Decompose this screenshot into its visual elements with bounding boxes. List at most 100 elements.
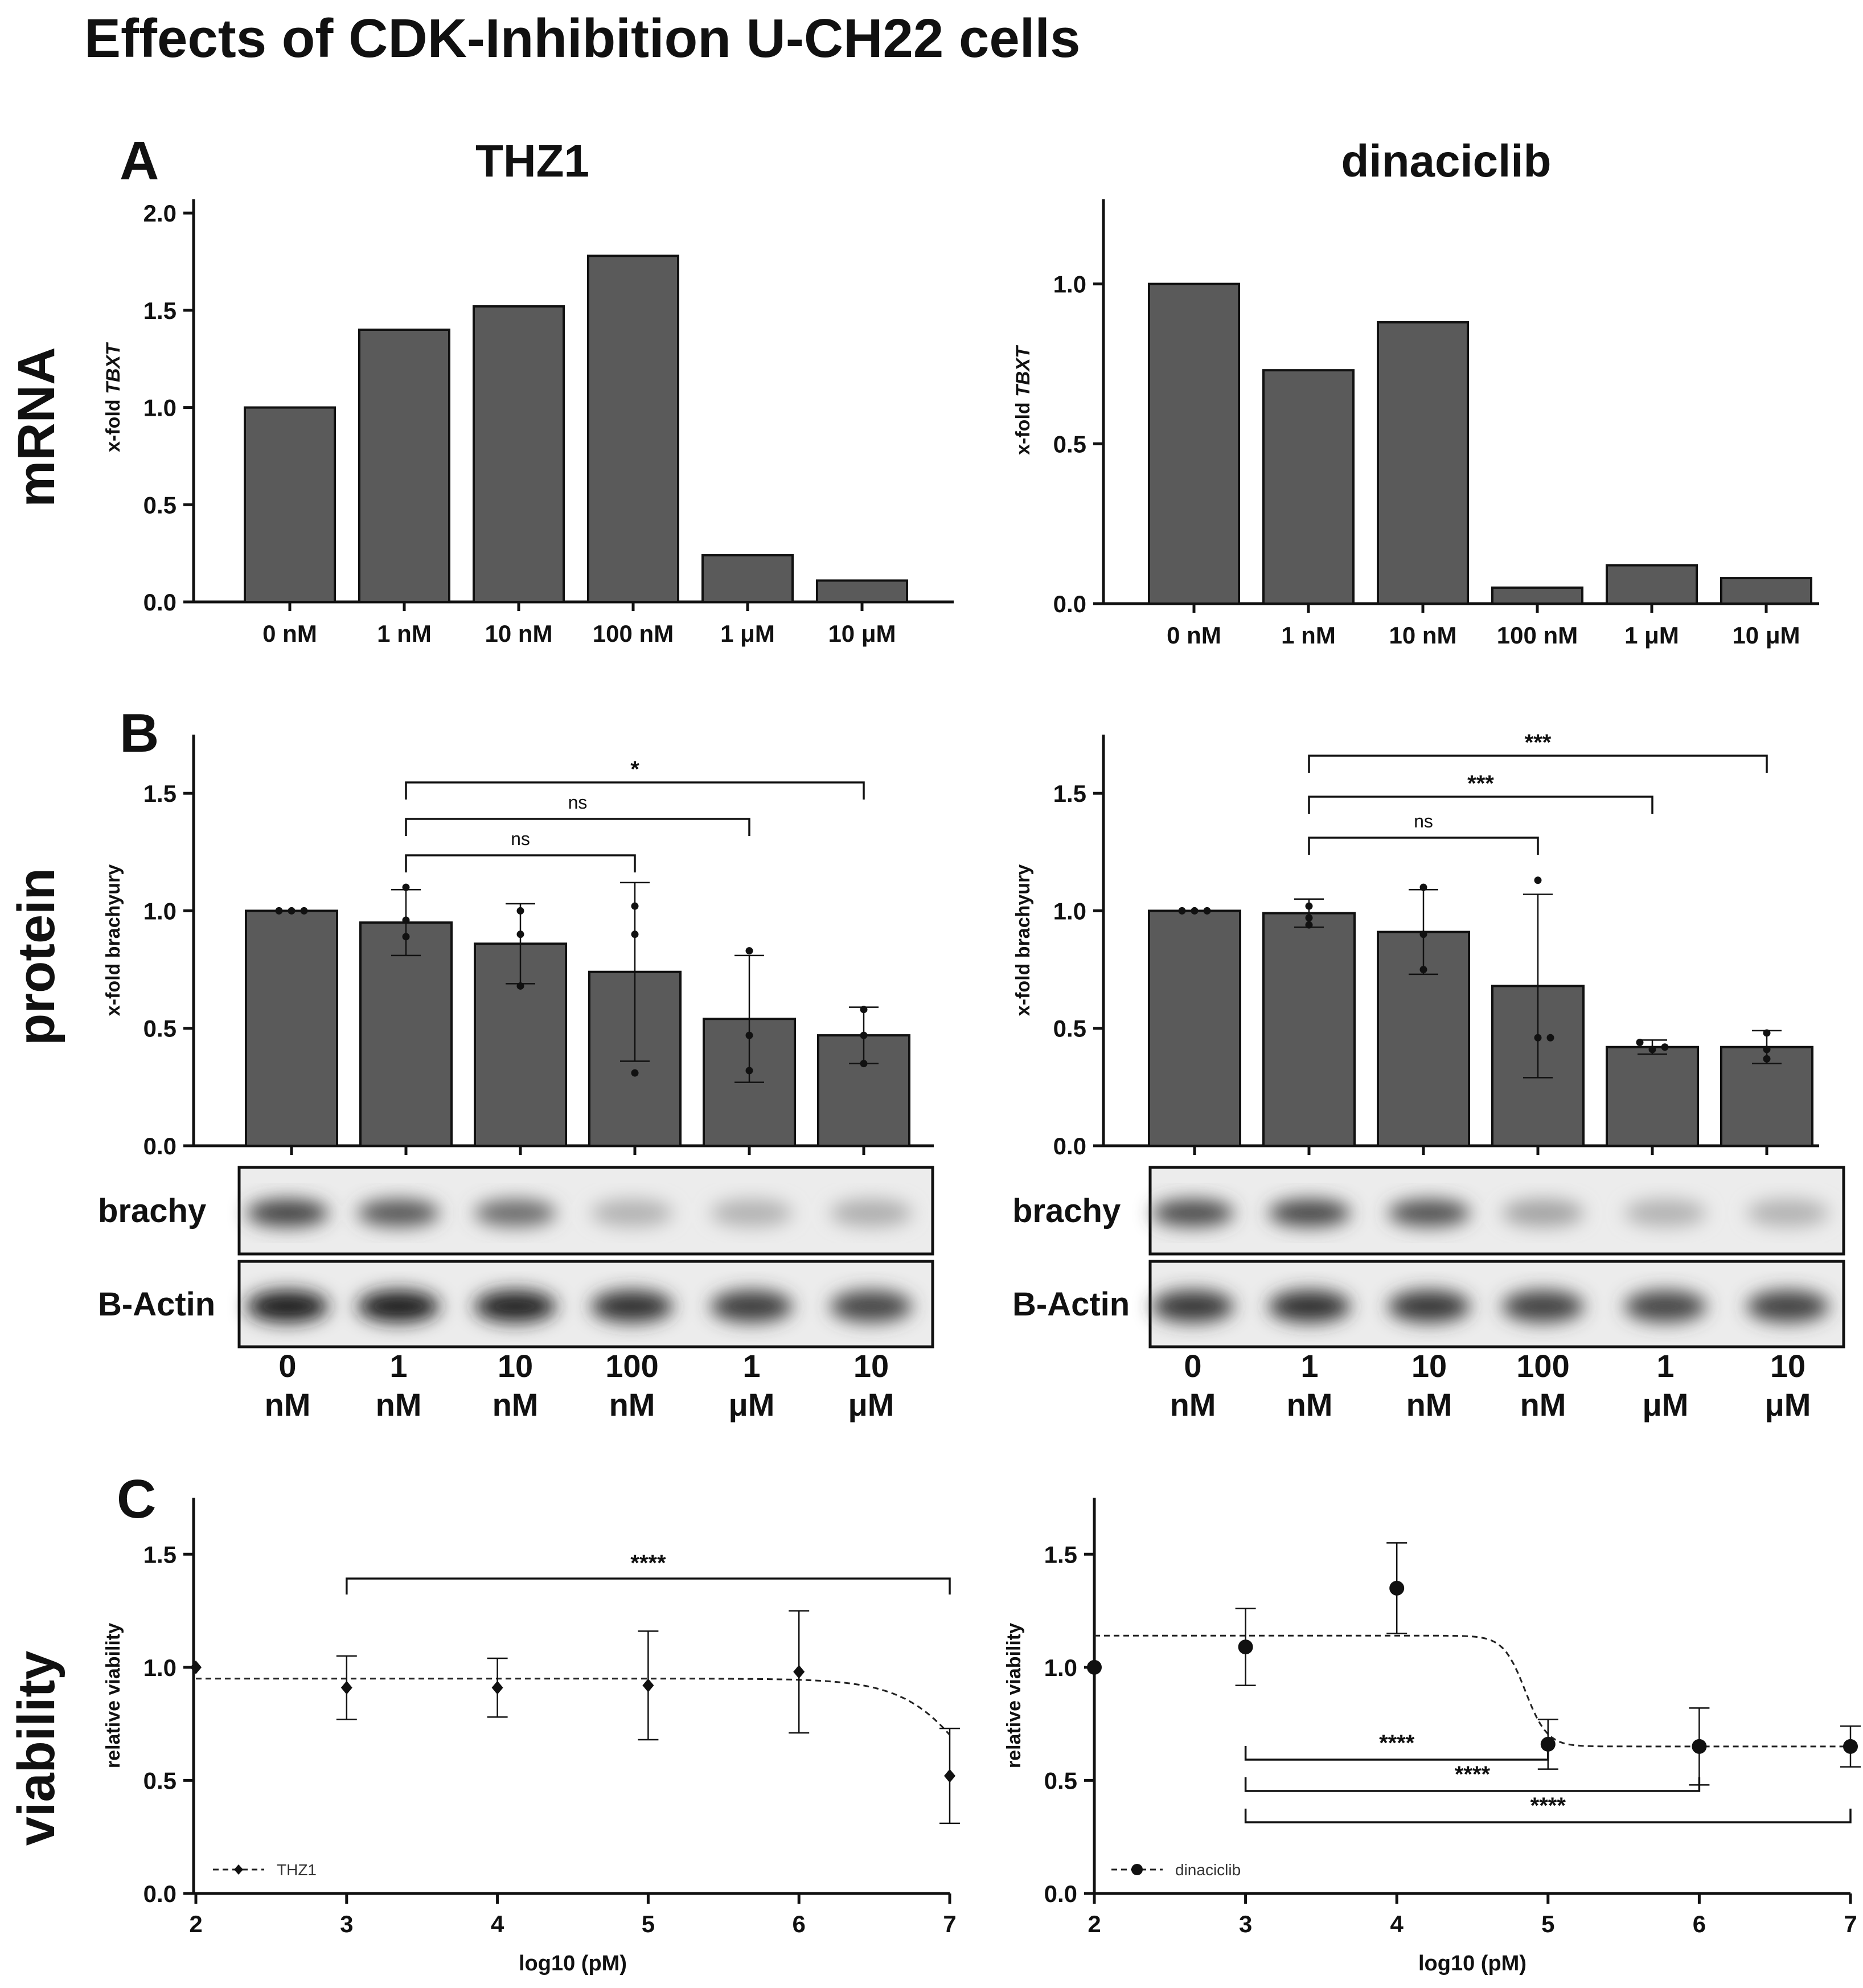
data-point	[1546, 1034, 1554, 1042]
column-title-thz1: THZ1	[475, 136, 589, 186]
blot-condition-dose: 100	[1516, 1348, 1569, 1384]
bar	[701, 554, 794, 603]
data-point	[631, 902, 639, 910]
x-tick-label: 1 nM	[377, 620, 432, 647]
bar	[1148, 909, 1241, 1147]
significance-bracket	[1308, 796, 1653, 814]
data-point	[1763, 1055, 1771, 1063]
y-tick-label: 0.5	[1044, 1767, 1077, 1794]
blot-row-label: B-Actin	[98, 1286, 215, 1323]
data-point	[745, 1031, 753, 1039]
blot-band	[1388, 1199, 1470, 1227]
x-tick-label: 10 μM	[828, 620, 896, 647]
blot-bands	[247, 1199, 912, 1227]
significance-bracket	[1308, 755, 1768, 773]
data-point	[860, 1060, 868, 1068]
blot-band	[1624, 1199, 1706, 1227]
significance-bracket	[405, 781, 865, 800]
data-point	[190, 1660, 202, 1674]
data-point	[1305, 921, 1313, 929]
y-tick-label: 0.5	[1053, 1015, 1086, 1042]
data-point	[860, 1031, 868, 1039]
blot-condition-unit: nM	[1170, 1387, 1216, 1423]
y-tick-label: 1.0	[1053, 897, 1086, 924]
blot-frame	[1148, 1260, 1845, 1348]
significance-label: ****	[1455, 1762, 1491, 1787]
blot-band	[1388, 1290, 1470, 1322]
x-tick-label: 1 nM	[1281, 622, 1336, 649]
x-axis-label: log10 (pM)	[519, 1952, 627, 1975]
blot-band	[1747, 1199, 1829, 1227]
x-tick-label: 10 nM	[485, 620, 552, 647]
data-point	[275, 907, 283, 915]
blot-frame	[237, 1260, 934, 1348]
data-point	[793, 1665, 805, 1679]
data-point	[402, 933, 410, 941]
y-axis-label: x-fold TBXT	[1012, 345, 1034, 455]
blot-condition-dose: 10	[1770, 1348, 1805, 1384]
data-point	[300, 907, 308, 915]
blot-condition-dose: 10	[853, 1348, 889, 1384]
data-point	[1763, 1029, 1771, 1037]
x-tick-label: 100 nM	[1497, 622, 1578, 649]
data-point	[1419, 966, 1427, 974]
blot-band	[474, 1290, 556, 1322]
blot-bands	[1152, 1290, 1829, 1322]
blot-condition-dose: 10	[1411, 1348, 1447, 1384]
y-axis-label: x-fold TBXT	[102, 342, 124, 452]
bar	[1262, 369, 1355, 605]
blot-condition-unit: nM	[1287, 1387, 1333, 1423]
blot-band	[591, 1199, 673, 1227]
data-point	[745, 947, 753, 955]
bar	[587, 255, 679, 603]
y-tick-label: 0.0	[1053, 591, 1086, 617]
chart-b-thz1: 0.0 0.5 1.0 1.5 x-fold brachyury ns ns *	[102, 735, 934, 1159]
y-axis-label: relative viability	[1003, 1623, 1025, 1768]
chart-c-thz1: 0.0 0.5 1.0 1.5 2 3 4 5 6 7 log10 (pM) relative via…	[102, 1498, 960, 1975]
blot-band	[358, 1290, 440, 1322]
significance-bracket	[346, 1577, 951, 1595]
bar	[359, 921, 453, 1147]
y-tick-label: 1.5	[1044, 1541, 1077, 1568]
legend-label: dinaciclib	[1175, 1861, 1241, 1879]
y-tick-label: 0.0	[143, 1880, 177, 1907]
data-point	[1203, 907, 1211, 915]
data-point	[1178, 907, 1186, 915]
panel-letter-b: B	[120, 703, 159, 764]
blot-band	[358, 1199, 440, 1227]
blot-condition-unit: μM	[1643, 1387, 1689, 1423]
x-tick-label: 10 nM	[1389, 622, 1456, 649]
y-tick-label: 1.0	[1053, 271, 1086, 298]
y-tick-label: 1.0	[143, 395, 177, 421]
x-tick-label: 7	[943, 1911, 956, 1937]
y-tick-label: 0.5	[1053, 431, 1086, 457]
significance-bracket	[1244, 1809, 1852, 1823]
data-point	[402, 883, 410, 891]
x-tick-label: 1 μM	[1624, 622, 1679, 649]
blot-condition-unit: nM	[376, 1387, 422, 1423]
y-tick-label: 0.5	[143, 1767, 177, 1794]
y-tick-label: 1.5	[1053, 780, 1086, 807]
x-tick-label: 4	[1390, 1911, 1404, 1937]
y-axis-label: x-fold brachyury	[102, 864, 124, 1016]
bar	[1377, 321, 1469, 605]
blot-band	[591, 1290, 673, 1322]
blot-row-label: B-Actin	[1012, 1286, 1130, 1323]
fit-curve	[1094, 1634, 1850, 1748]
panel-letter-a: A	[120, 130, 159, 191]
blot-band	[830, 1199, 912, 1227]
blot-bands	[1152, 1199, 1829, 1227]
bar	[358, 329, 450, 603]
y-tick-label: 2.0	[143, 200, 177, 227]
data-point	[1419, 883, 1427, 891]
y-tick-label: 1.5	[143, 1541, 177, 1568]
chart-c-dinaciclib: 0.0 0.5 1.0 1.5 2 3 4 5 6 7 log10 (pM) relative via…	[1003, 1498, 1861, 1975]
bar	[1148, 282, 1240, 605]
y-tick-label: 0.0	[1053, 1133, 1086, 1159]
data-point	[1238, 1639, 1253, 1655]
x-tick-label: 6	[793, 1911, 806, 1937]
data-point	[1692, 1739, 1707, 1754]
x-tick-label: 1 μM	[720, 620, 775, 647]
